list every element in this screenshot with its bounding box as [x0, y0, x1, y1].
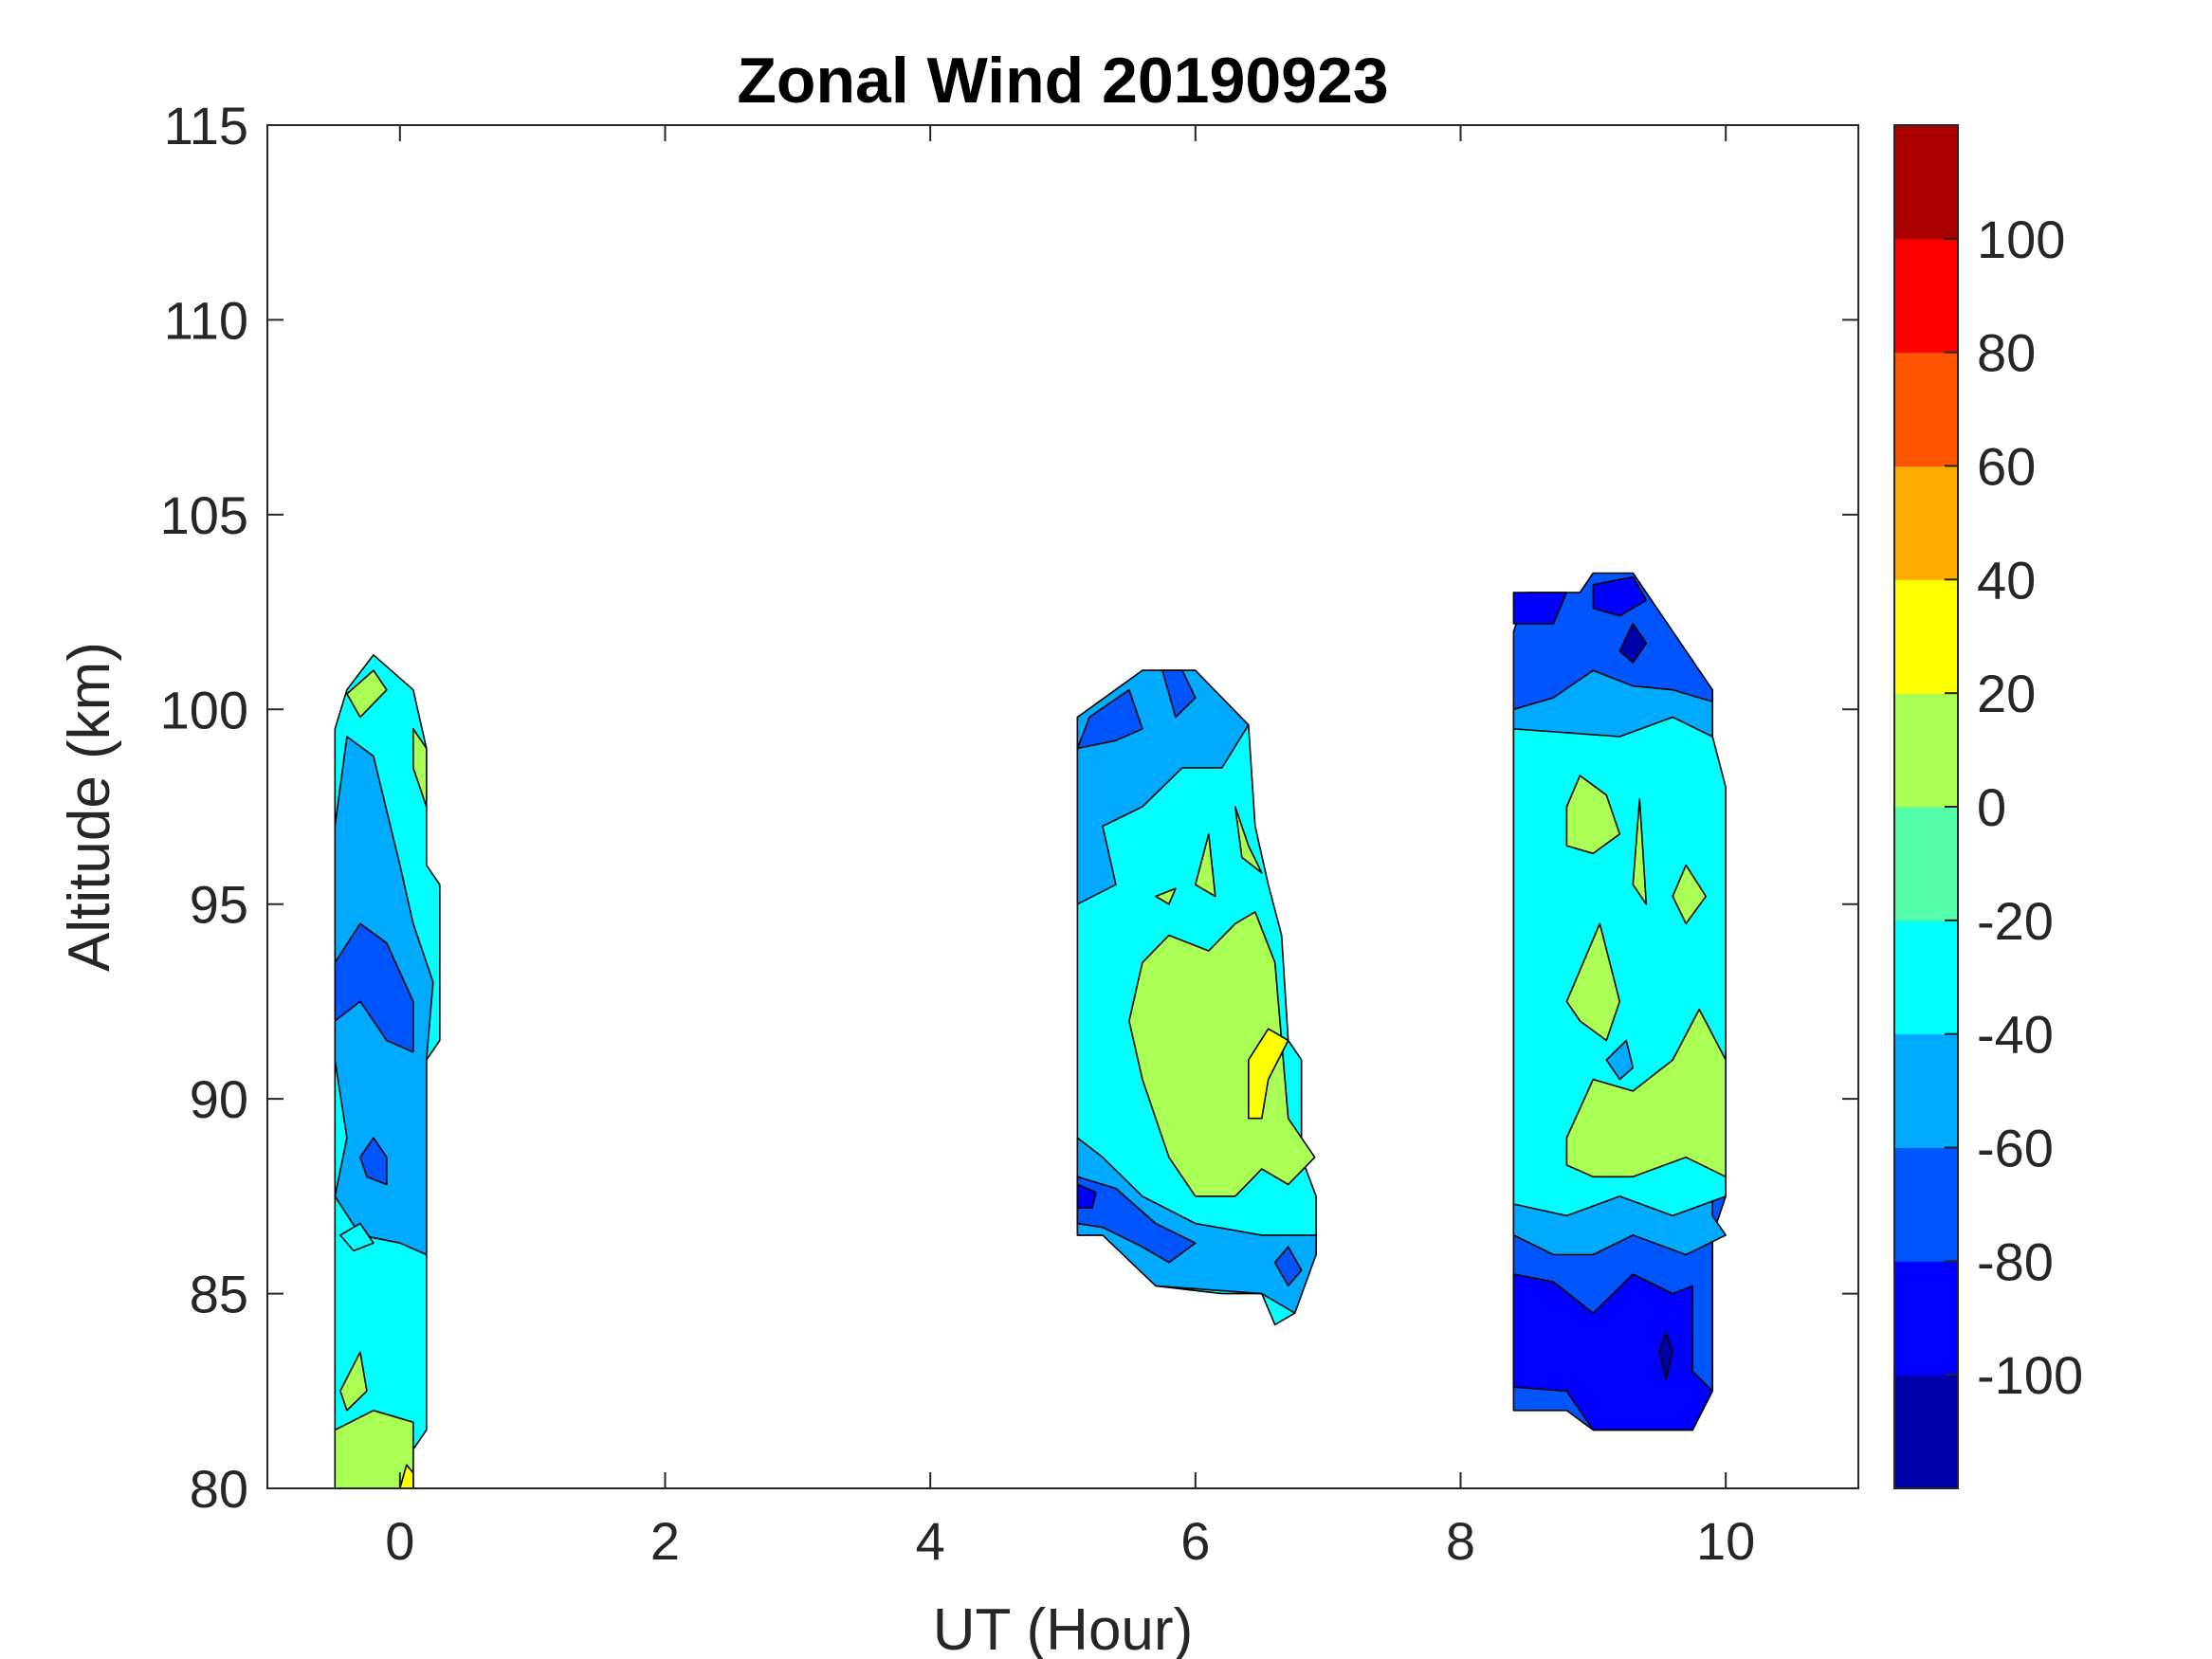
contour-fill: [1234, 806, 1263, 874]
colorbar-tick-label: 40: [1977, 550, 2036, 610]
colorbar-tick-label: 60: [1977, 437, 2036, 497]
contour-region-ut-6: [1076, 669, 1317, 1326]
axes-box: [266, 124, 1859, 1489]
colorbar-swatch: [1894, 465, 1958, 580]
x-tick-label: 2: [650, 1511, 680, 1571]
colorbar-swatch: [1894, 238, 1958, 354]
contour-fill: [334, 922, 414, 1053]
y-tick-label: 110: [164, 290, 248, 350]
y-tick-label: 100: [160, 680, 248, 739]
y-tick-label: 80: [190, 1459, 248, 1519]
contour-fill: [1512, 592, 1568, 625]
y-tick-label: 115: [164, 96, 248, 155]
contour-fill: [1076, 1176, 1197, 1264]
contour-fill: [339, 1351, 368, 1412]
y-axis-label: Altitude (km): [57, 642, 122, 972]
colorbar-swatch: [1894, 579, 1958, 694]
contour-fill: [1658, 1331, 1673, 1380]
contour-fill: [1618, 623, 1648, 664]
y-tick-label: 105: [160, 485, 248, 545]
contour-fill: [1128, 911, 1316, 1197]
x-tick-label: 4: [916, 1511, 945, 1571]
colorbar-tick-label: 80: [1977, 323, 2036, 383]
colorbar-tick-label: 20: [1977, 664, 2036, 723]
colorbar-tick-label: 100: [1977, 210, 2065, 269]
colorbar-swatch: [1894, 1261, 1958, 1376]
contour-fill: [339, 1222, 375, 1252]
colorbar-tick-label: -60: [1977, 1119, 2054, 1178]
contour-fill: [1565, 1008, 1727, 1178]
colorbar-tick-label: -80: [1977, 1231, 2054, 1291]
chart-title: Zonal Wind 20190923: [737, 45, 1388, 117]
x-tick-label: 6: [1180, 1511, 1210, 1571]
contour-fill: [1565, 775, 1621, 855]
contour-region-ut-0: [334, 653, 441, 1489]
colorbar-swatch: [1894, 352, 1958, 466]
contour-fill: [1565, 922, 1621, 1042]
colorbar-tick-label: -40: [1977, 1005, 2054, 1065]
contour-fill: [1592, 575, 1648, 617]
colorbar-swatch: [1894, 693, 1958, 808]
x-tick-label: 10: [1696, 1511, 1755, 1571]
x-tick-label: 8: [1446, 1511, 1475, 1571]
contour-fill: [1076, 1137, 1317, 1314]
contour-fill: [1248, 1028, 1289, 1120]
colorbar-swatch: [1894, 1375, 1958, 1489]
contour-fill: [1195, 832, 1216, 898]
contour-fill: [359, 1137, 388, 1186]
plot-area: [334, 572, 1727, 1489]
x-tick-label: 0: [385, 1511, 414, 1571]
colorbar-tick-label: -20: [1977, 891, 2054, 951]
x-axis-label: UT (Hour): [933, 1597, 1193, 1659]
contour-fill: [1076, 1183, 1097, 1209]
contour-fill: [1632, 797, 1648, 905]
colorbar-swatch: [1894, 1147, 1958, 1262]
contour-fill: [1155, 887, 1177, 905]
contour-fill: [1512, 1273, 1713, 1431]
contour-fill: [1273, 1246, 1303, 1287]
axes: 0 2 4 6 8 10 80 85 90 95 100 105 110 115: [160, 96, 1859, 1571]
contour-region-ut-9: [1512, 572, 1727, 1431]
contour-fill: [346, 669, 388, 719]
y-tick-label: 85: [190, 1265, 248, 1324]
y-tick-label: 95: [190, 875, 248, 935]
colorbar-swatch: [1894, 125, 1958, 240]
contour-fill: [1672, 864, 1707, 925]
colorbar-swatch: [1894, 920, 1958, 1035]
contour-fill: [1161, 669, 1197, 719]
colorbar-swatch: [1894, 807, 1958, 921]
colorbar-tick-label: 0: [1977, 777, 2006, 837]
colorbar-swatch: [1894, 1033, 1958, 1148]
contour-fill: [1076, 688, 1143, 750]
colorbar: -100 -80 -60 -40 -20 0 20 40 60 80 100: [1893, 124, 2083, 1489]
y-tick-label: 90: [190, 1069, 248, 1129]
colorbar-tick-label: -100: [1977, 1345, 2083, 1405]
contour-fill: [1605, 1039, 1635, 1081]
contour-fill: [411, 727, 428, 808]
